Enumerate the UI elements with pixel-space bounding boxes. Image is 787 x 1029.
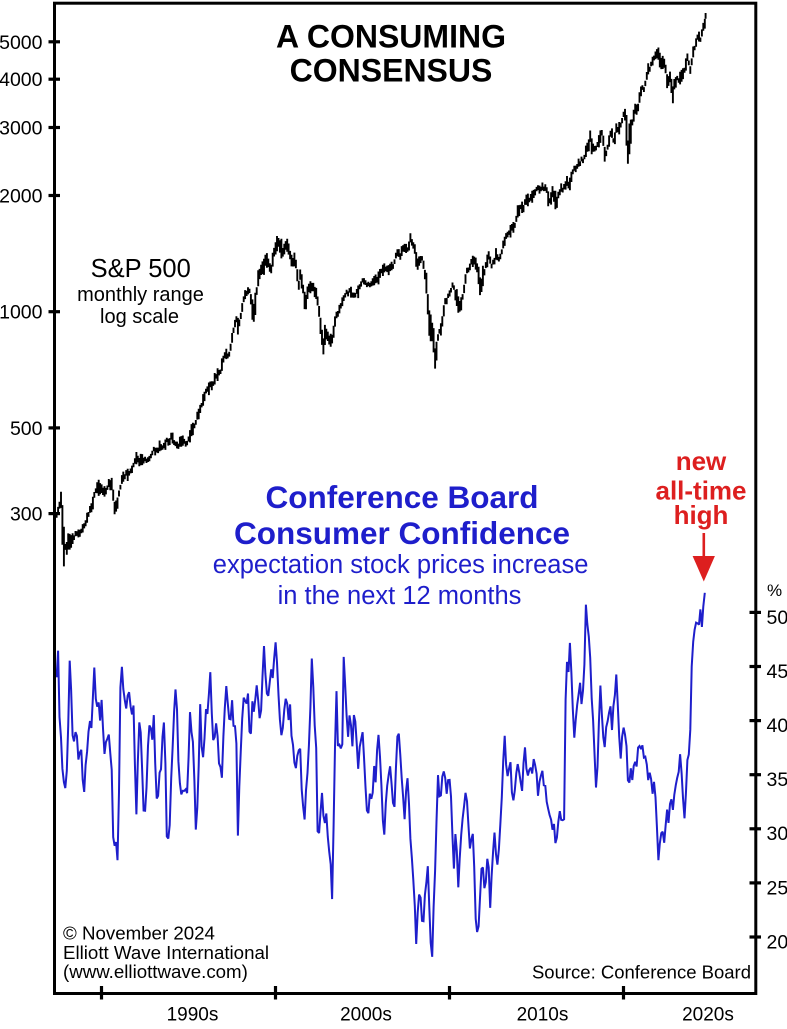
svg-text:4000: 4000 xyxy=(0,69,43,91)
svg-text:log scale: log scale xyxy=(100,306,179,328)
svg-text:300: 300 xyxy=(10,504,43,526)
svg-text:© November 2024: © November 2024 xyxy=(63,923,215,944)
svg-text:Elliott Wave International: Elliott Wave International xyxy=(63,942,269,963)
svg-text:30: 30 xyxy=(767,823,787,845)
svg-text:2000s: 2000s xyxy=(340,1005,392,1025)
svg-text:CONSENSUS: CONSENSUS xyxy=(290,52,493,88)
svg-text:5000: 5000 xyxy=(0,32,43,54)
svg-text:expectation stock prices incre: expectation stock prices increase xyxy=(213,551,589,579)
svg-text:2000: 2000 xyxy=(0,186,43,208)
svg-text:1990s: 1990s xyxy=(167,1005,219,1025)
svg-text:A CONSUMING: A CONSUMING xyxy=(276,19,506,55)
svg-text:Conference Board: Conference Board xyxy=(265,479,538,515)
svg-text:25: 25 xyxy=(767,877,787,899)
svg-text:50: 50 xyxy=(767,607,787,629)
svg-text:monthly range: monthly range xyxy=(77,284,204,306)
svg-text:new: new xyxy=(676,446,727,476)
svg-text:35: 35 xyxy=(767,769,787,791)
svg-text:40: 40 xyxy=(767,715,787,737)
svg-text:1000: 1000 xyxy=(0,302,43,324)
svg-text:in the next 12 months: in the next 12 months xyxy=(278,582,522,610)
svg-text:S&P 500: S&P 500 xyxy=(91,255,191,283)
svg-text:(www.elliottwave.com): (www.elliottwave.com) xyxy=(63,961,248,982)
svg-text:Source: Conference Board: Source: Conference Board xyxy=(532,962,751,983)
svg-text:20: 20 xyxy=(767,931,787,953)
svg-text:2010s: 2010s xyxy=(517,1005,569,1025)
svg-text:%: % xyxy=(767,581,782,600)
svg-text:Consumer Confidence: Consumer Confidence xyxy=(234,515,570,551)
svg-text:high: high xyxy=(674,500,729,530)
svg-text:3000: 3000 xyxy=(0,118,43,140)
svg-text:45: 45 xyxy=(767,661,787,683)
svg-text:2020s: 2020s xyxy=(682,1005,734,1025)
svg-text:500: 500 xyxy=(10,418,43,440)
